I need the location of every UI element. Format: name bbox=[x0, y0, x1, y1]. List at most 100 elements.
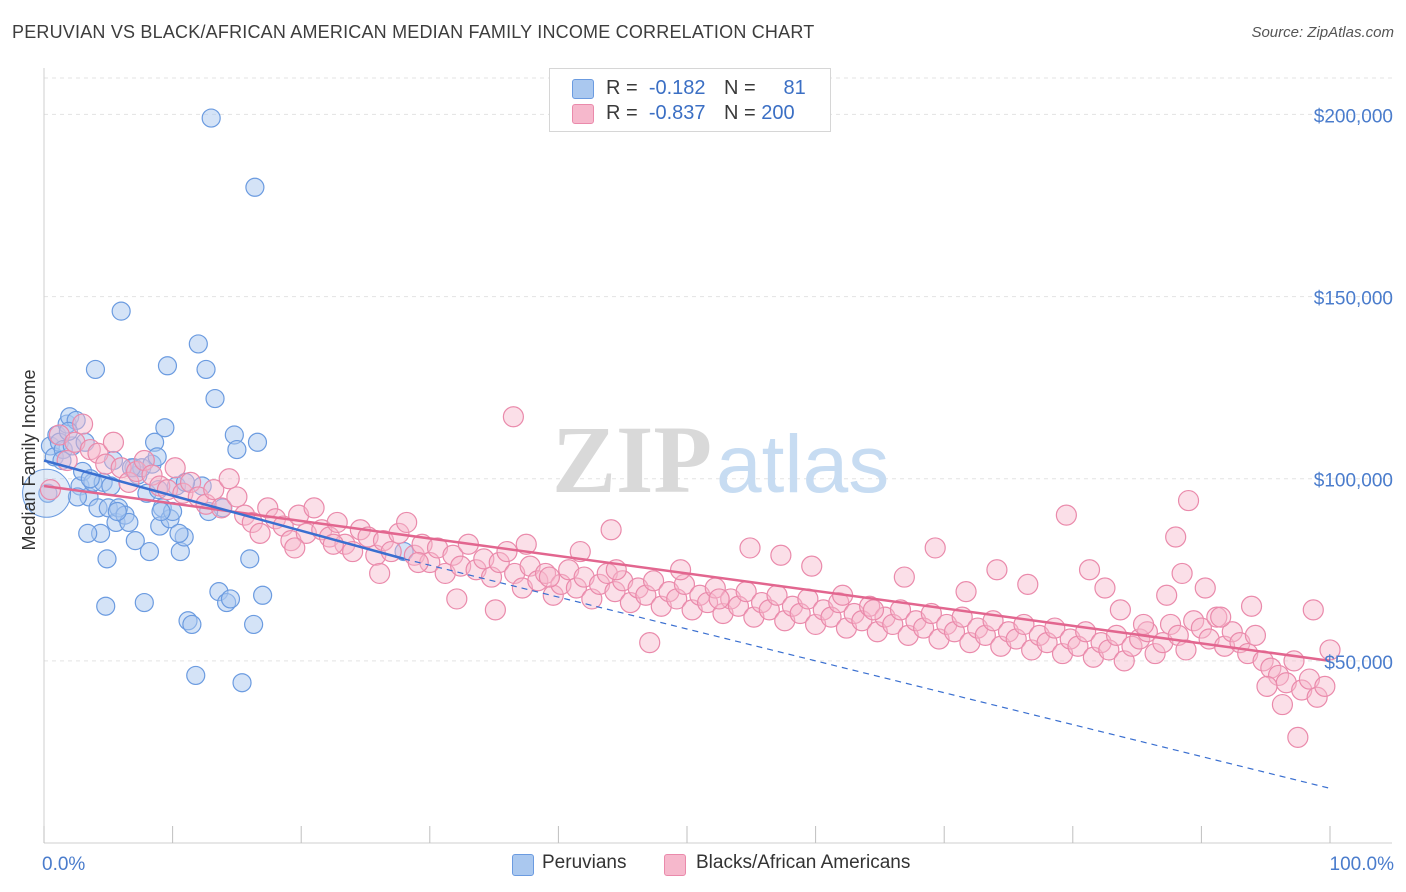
point-peruvians bbox=[78, 523, 98, 543]
point-blacks bbox=[1302, 599, 1324, 621]
point-peruvians bbox=[85, 359, 106, 380]
point-blacks bbox=[1171, 562, 1193, 585]
point-blacks bbox=[380, 540, 402, 563]
point-blacks bbox=[118, 471, 140, 493]
point-blacks bbox=[812, 599, 834, 621]
y-tick-label: $150,000 bbox=[1314, 289, 1393, 310]
point-blacks bbox=[1132, 613, 1155, 636]
point-blacks bbox=[1156, 584, 1178, 606]
peruvians-points bbox=[22, 108, 414, 693]
point-blacks bbox=[588, 573, 611, 595]
legend-swatch-blacks bbox=[572, 104, 594, 124]
point-blacks bbox=[249, 522, 271, 544]
legend-n-peruvians: N = 81 bbox=[724, 77, 806, 100]
point-blacks bbox=[1190, 617, 1213, 639]
point-blacks bbox=[226, 486, 248, 508]
point-blacks bbox=[708, 588, 730, 610]
point-blacks bbox=[241, 511, 263, 534]
point-blacks bbox=[1298, 668, 1321, 690]
point-blacks bbox=[488, 551, 510, 574]
point-blacks bbox=[284, 537, 306, 559]
point-blacks bbox=[1055, 504, 1077, 526]
point-blacks bbox=[39, 479, 62, 501]
trend-line-peruvians bbox=[43, 459, 405, 561]
point-peruvians bbox=[232, 673, 252, 693]
point-peruvians bbox=[220, 589, 241, 609]
bottom-legend-label-blacks: Blacks/African Americans bbox=[696, 852, 911, 873]
point-blacks bbox=[1144, 642, 1166, 665]
point-blacks bbox=[542, 584, 564, 606]
point-peruvians bbox=[96, 596, 116, 616]
point-blacks bbox=[569, 540, 591, 563]
point-blacks bbox=[515, 533, 537, 555]
point-peruvians bbox=[253, 585, 273, 605]
point-blacks bbox=[1291, 679, 1313, 701]
point-peruvians bbox=[182, 614, 202, 635]
point-blacks bbox=[484, 599, 506, 621]
point-blacks bbox=[1121, 635, 1143, 657]
point-blacks bbox=[1094, 577, 1116, 599]
point-blacks bbox=[1267, 664, 1290, 687]
point-blacks bbox=[1059, 628, 1081, 650]
point-peruvians bbox=[67, 487, 88, 507]
point-blacks bbox=[1078, 559, 1101, 581]
point-blacks bbox=[1109, 599, 1131, 621]
legend-r-peruvians: R = -0.182 bbox=[606, 77, 706, 100]
point-peruvians bbox=[134, 592, 154, 613]
point-blacks bbox=[446, 588, 468, 610]
point-blacks bbox=[770, 544, 792, 566]
point-blacks bbox=[658, 581, 680, 603]
point-blacks bbox=[669, 559, 692, 581]
point-blacks bbox=[739, 537, 761, 559]
point-blacks bbox=[326, 511, 348, 534]
point-blacks bbox=[369, 562, 391, 585]
y-tick-label: $100,000 bbox=[1314, 471, 1393, 492]
point-blacks bbox=[164, 457, 186, 479]
point-peruvians bbox=[151, 501, 171, 522]
point-blacks bbox=[600, 519, 622, 541]
point-blacks bbox=[87, 442, 109, 464]
point-blacks bbox=[442, 544, 464, 566]
trend-line-blacks bbox=[43, 484, 1331, 663]
point-blacks bbox=[1028, 624, 1050, 646]
point-peruvians bbox=[240, 549, 260, 569]
point-blacks bbox=[1244, 624, 1267, 646]
bottom-legend-swatch-blacks bbox=[664, 854, 686, 876]
point-blacks bbox=[1260, 657, 1282, 679]
point-peruvians bbox=[201, 108, 221, 128]
point-peruvians bbox=[107, 501, 127, 522]
point-peruvians bbox=[97, 549, 117, 569]
point-peruvians bbox=[155, 418, 175, 438]
point-blacks bbox=[141, 464, 163, 486]
point-blacks bbox=[565, 577, 588, 599]
point-blacks bbox=[396, 511, 418, 534]
point-blacks bbox=[64, 431, 86, 453]
point-blacks bbox=[1159, 613, 1182, 636]
point-blacks bbox=[538, 566, 560, 588]
point-blacks bbox=[997, 621, 1020, 643]
point-blacks bbox=[71, 413, 94, 435]
point-blacks bbox=[859, 595, 881, 617]
point-peruvians bbox=[247, 432, 268, 452]
point-blacks bbox=[527, 570, 549, 592]
point-blacks bbox=[303, 497, 325, 519]
point-blacks bbox=[102, 431, 125, 453]
y-tick-label: $200,000 bbox=[1314, 106, 1393, 127]
point-blacks bbox=[604, 581, 626, 603]
point-blacks bbox=[1194, 577, 1216, 599]
point-blacks bbox=[1306, 686, 1328, 708]
point-blacks bbox=[48, 424, 71, 446]
axes bbox=[43, 68, 1392, 844]
point-blacks bbox=[534, 562, 557, 585]
r-label: R = bbox=[606, 77, 638, 99]
point-blacks bbox=[639, 632, 661, 654]
point-peruvians bbox=[205, 388, 225, 409]
point-peruvians bbox=[125, 531, 145, 551]
point-peruvians bbox=[157, 356, 178, 376]
point-blacks bbox=[986, 559, 1008, 581]
point-peruvians-large bbox=[22, 468, 72, 518]
point-peruvians bbox=[188, 334, 208, 354]
point-blacks bbox=[720, 588, 742, 610]
r-label: R = bbox=[606, 102, 638, 124]
